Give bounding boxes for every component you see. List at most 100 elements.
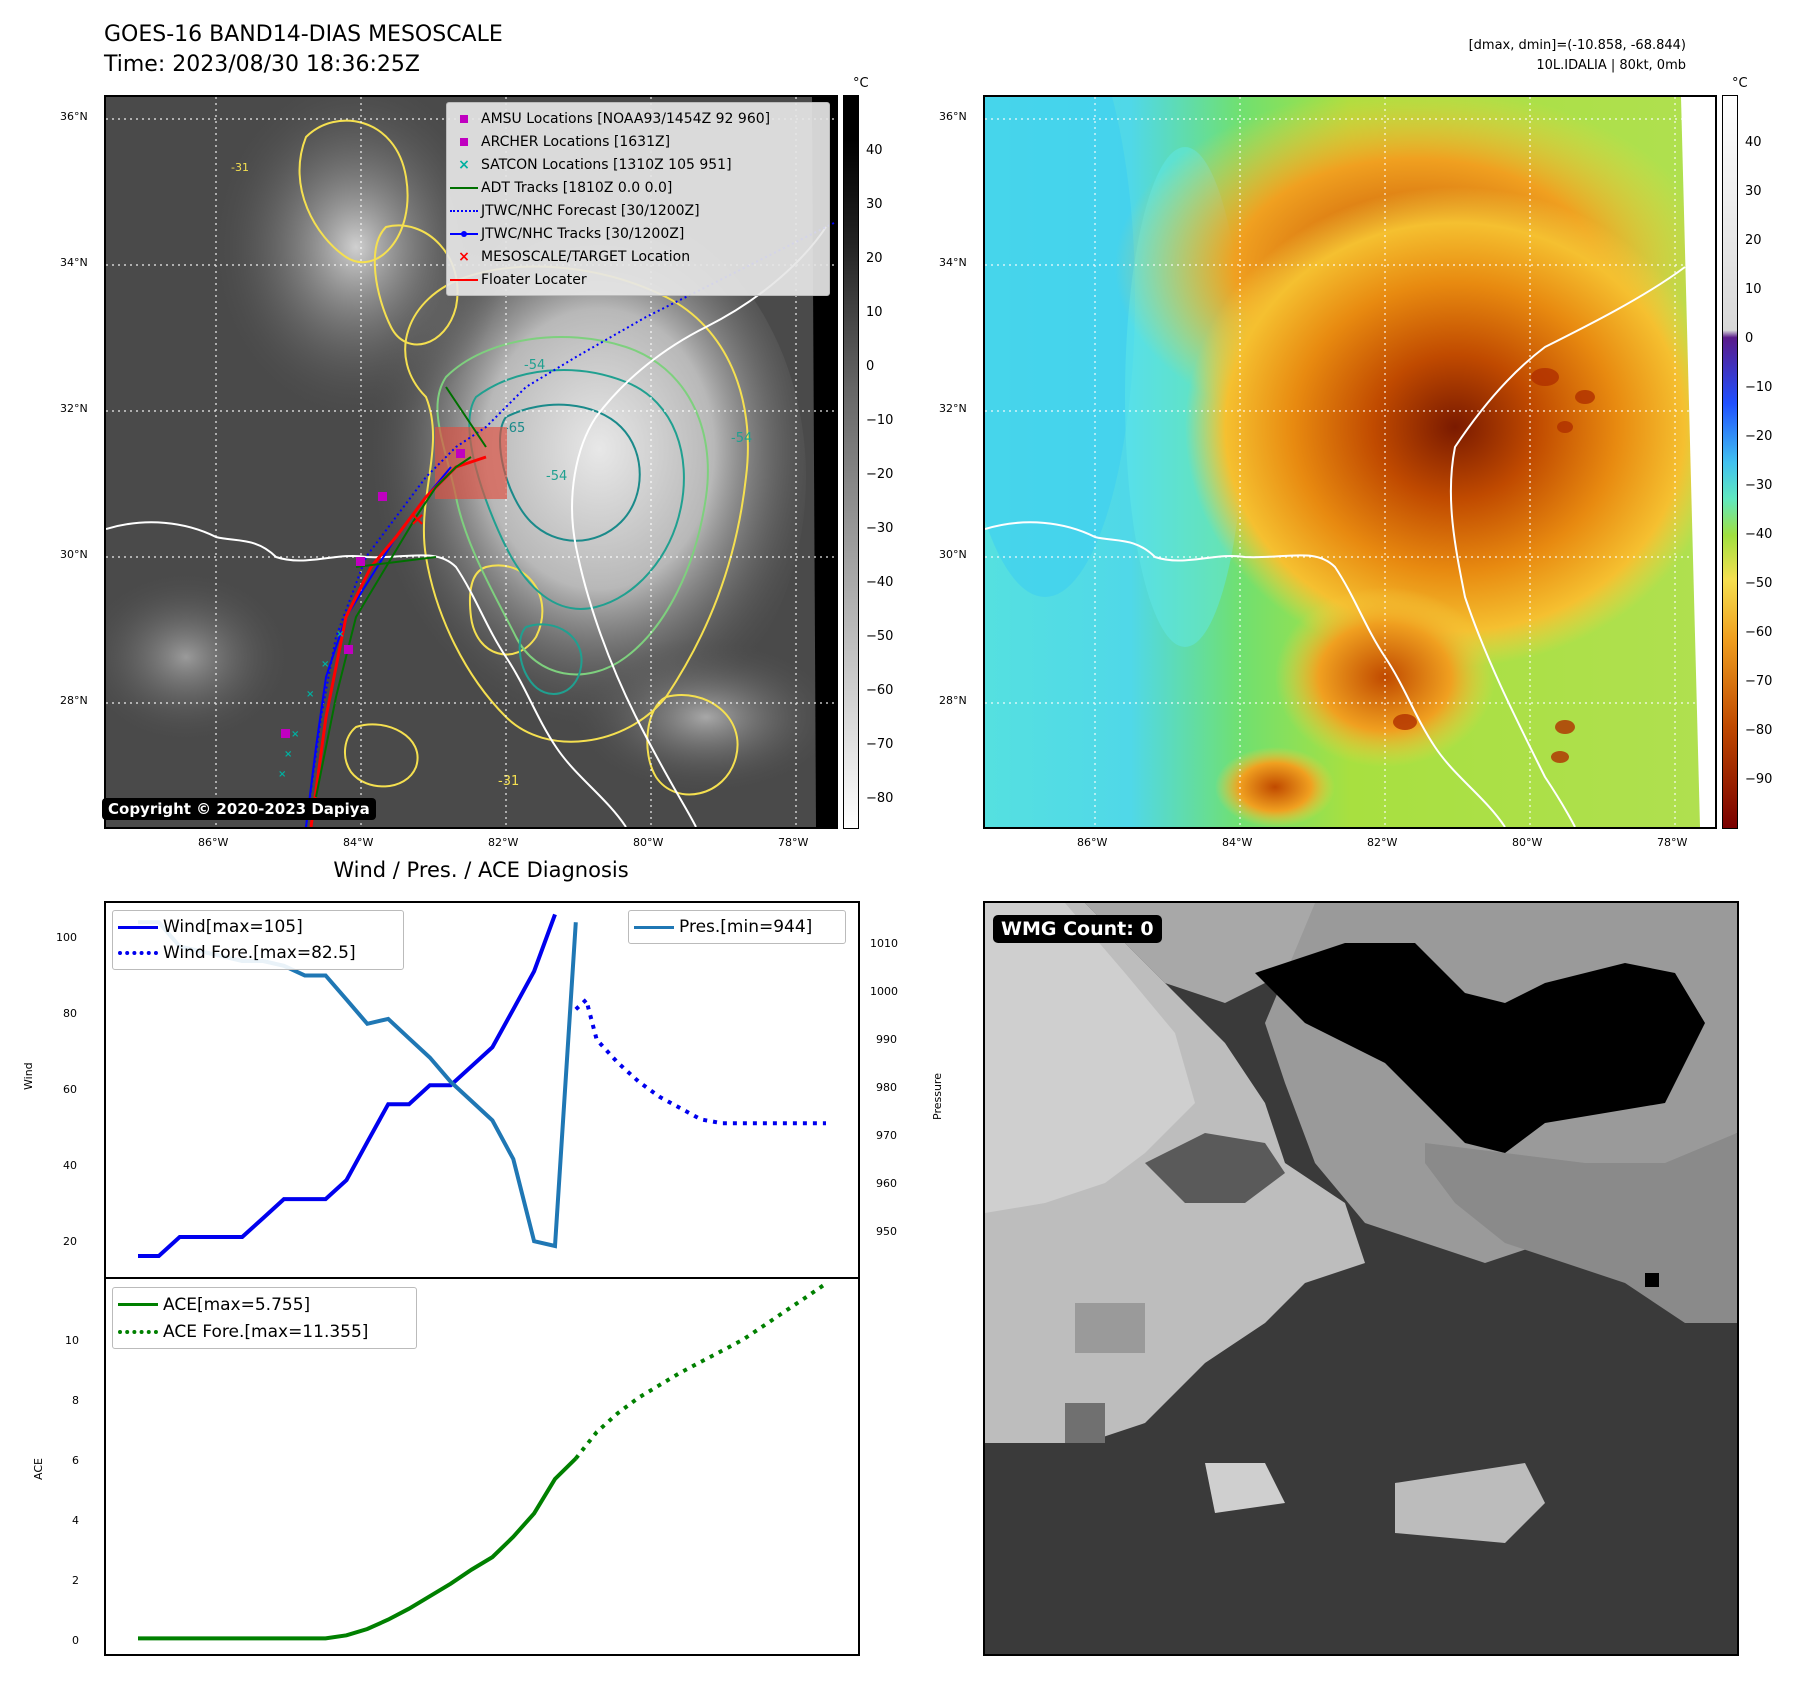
- ir-colorbar-tick: 20: [866, 251, 883, 266]
- legend-wind-fore: Wind Fore.[max=82.5]: [163, 943, 356, 963]
- legend-ace-fore: ACE Fore.[max=11.355]: [163, 1321, 369, 1342]
- svg-text:×: ×: [284, 749, 292, 760]
- pres-tick: 960: [876, 1177, 897, 1190]
- ace-plot: [138, 1281, 828, 1641]
- wmg-svg: [985, 903, 1737, 1654]
- color-colorbar-tick: −20: [1745, 429, 1773, 444]
- ace-panel: [104, 1277, 860, 1656]
- contour-label: -54: [731, 431, 752, 446]
- ir-colorbar-tick: −30: [866, 521, 894, 536]
- lon-label: 82°W: [488, 836, 519, 849]
- wind-ylabel: Wind: [22, 1062, 35, 1090]
- ace-tick: 8: [72, 1394, 79, 1407]
- ace-ylabel: ACE: [32, 1458, 45, 1480]
- lon-label: 80°W: [633, 836, 664, 849]
- ace-tick: 6: [72, 1454, 79, 1467]
- wind-plot: [138, 913, 826, 1258]
- ir-colorbar-tick: −20: [866, 467, 894, 482]
- lon-label: 86°W: [198, 836, 229, 849]
- lon-label: 80°W: [1512, 836, 1543, 849]
- pres-tick: 950: [876, 1225, 897, 1238]
- lat-label: 30°N: [939, 548, 967, 561]
- svg-text:×: ×: [306, 689, 314, 700]
- svg-text:×: ×: [291, 729, 299, 740]
- time-label: Time: 2023/08/30 18:36:25Z: [104, 52, 420, 77]
- color-colorbar-tick: 10: [1745, 282, 1762, 297]
- lat-label: 36°N: [60, 110, 88, 123]
- color-colorbar-tick: −90: [1745, 772, 1773, 787]
- color-colorbar-tick: −60: [1745, 625, 1773, 640]
- lat-label: 36°N: [939, 110, 967, 123]
- color-colorbar-tick: −80: [1745, 723, 1773, 738]
- legend-archer: ARCHER Locations [1631Z]: [447, 130, 829, 153]
- legend-amsu: AMSU Locations [NOAA93/1454Z 92 960]: [447, 107, 829, 130]
- series-line-pres-min: [138, 920, 578, 1249]
- lon-label: 86°W: [1077, 836, 1108, 849]
- lon-label: 78°W: [1657, 836, 1688, 849]
- series-line-ace-fore-max: [574, 1281, 828, 1460]
- contour-label: -54: [546, 469, 567, 484]
- svg-text:×: ×: [410, 509, 425, 530]
- contour-label: -31: [498, 774, 519, 789]
- color-colorbar-tick: 40: [1745, 135, 1762, 150]
- legend-wind: Wind[max=105]: [163, 917, 303, 937]
- series-line-wind-fore-max: [574, 996, 826, 1126]
- ace-tick: 4: [72, 1514, 79, 1527]
- ir-colorbar-tick: 40: [866, 143, 883, 158]
- pres-plot: [138, 920, 578, 1249]
- svg-text:×: ×: [278, 769, 286, 780]
- dmax-dmin-label: [dmax, dmin]=(-10.858, -68.844): [1468, 38, 1686, 53]
- series-line-ace-max: [138, 1457, 578, 1641]
- wind-tick: 60: [63, 1083, 77, 1096]
- pressure-ylabel: Pressure: [931, 1073, 944, 1120]
- legend-pres: Pres.[min=944]: [679, 917, 813, 937]
- legend-mesoscale: × MESOSCALE/TARGET Location: [458, 248, 691, 265]
- ir-map-legend: AMSU Locations [NOAA93/1454Z 92 960] ARC…: [446, 102, 830, 296]
- ir-colorbar-unit: °C: [853, 76, 869, 91]
- pres-tick: 1010: [870, 937, 898, 950]
- legend-floater: Floater Locater: [447, 268, 829, 291]
- wind-tick: 80: [63, 1007, 77, 1020]
- color-colorbar-tick: 30: [1745, 184, 1762, 199]
- ir-colorbar-tick: 10: [866, 305, 883, 320]
- lon-label: 78°W: [778, 836, 809, 849]
- color-map-svg: [985, 97, 1715, 827]
- ace-tick: 2: [72, 1574, 79, 1587]
- legend-ace: ACE[max=5.755]: [163, 1294, 311, 1315]
- wind-tick: 40: [63, 1159, 77, 1172]
- pres-tick: 990: [876, 1033, 897, 1046]
- pres-tick: 1000: [870, 985, 898, 998]
- lon-label: 82°W: [1367, 836, 1398, 849]
- svg-text:×: ×: [321, 659, 329, 670]
- ir-colorbar-tick: −40: [866, 575, 894, 590]
- copyright-badge: Copyright © 2020-2023 Dapiya: [102, 798, 376, 820]
- color-map-panel: [983, 95, 1717, 829]
- ir-colorbar-tick: 30: [866, 197, 883, 212]
- lon-label: 84°W: [1222, 836, 1253, 849]
- color-colorbar: [1722, 95, 1738, 829]
- lat-label: 28°N: [939, 694, 967, 707]
- ace-tick: 10: [65, 1334, 79, 1347]
- contour-label: -65: [504, 421, 525, 436]
- lat-label: 28°N: [60, 694, 88, 707]
- svg-text:×: ×: [336, 629, 344, 640]
- color-colorbar-tick: −30: [1745, 478, 1773, 493]
- ir-colorbar-tick: −70: [866, 737, 894, 752]
- diagnosis-title: Wind / Pres. / ACE Diagnosis: [333, 858, 629, 882]
- wind-tick: 20: [63, 1235, 77, 1248]
- color-colorbar-tick: −70: [1745, 674, 1773, 689]
- ir-colorbar-tick: −60: [866, 683, 894, 698]
- lat-label: 30°N: [60, 548, 88, 561]
- color-colorbar-tick: 0: [1745, 331, 1754, 346]
- wind-legend: Wind[max=105] Wind Fore.[max=82.5]: [112, 910, 404, 970]
- wmg-panel: [983, 901, 1739, 1656]
- legend-jtwc-forecast: JTWC/NHC Forecast [30/1200Z]: [447, 199, 829, 222]
- lat-label: 34°N: [60, 256, 88, 269]
- series-line-wind-max: [138, 913, 557, 1258]
- ir-colorbar-tick: 0: [866, 359, 875, 374]
- color-colorbar-unit: °C: [1732, 76, 1748, 91]
- lat-label: 32°N: [939, 402, 967, 415]
- contour-label: -31: [231, 161, 249, 174]
- lat-label: 34°N: [939, 256, 967, 269]
- color-colorbar-tick: 20: [1745, 233, 1762, 248]
